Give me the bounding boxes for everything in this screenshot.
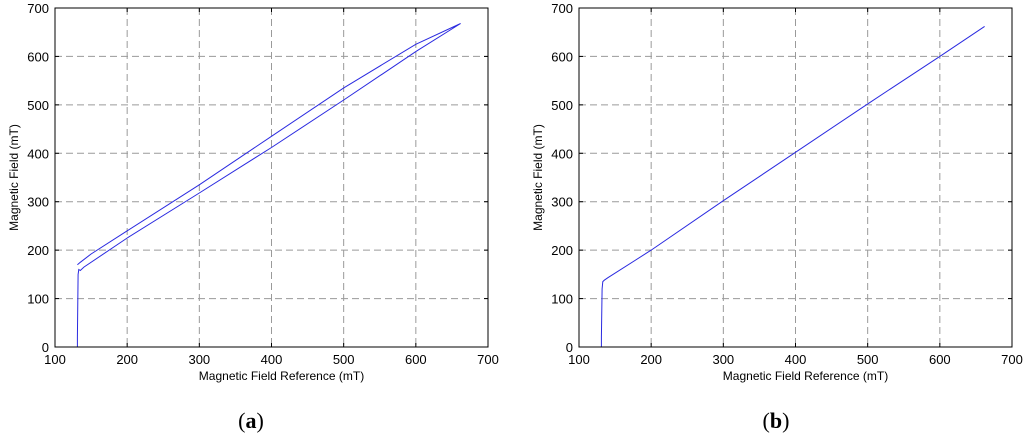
y-tick-label: 200 <box>551 243 573 258</box>
x-tick-label: 500 <box>857 352 879 367</box>
x-tick-label: 100 <box>568 352 590 367</box>
y-axis-label: Magnetic Field (mT) <box>7 124 21 231</box>
data-series-line <box>76 23 461 347</box>
x-tick-label: 700 <box>1001 352 1023 367</box>
panel-b: 100 200 300 400 500 600 7000100200300400500600… <box>531 1 1023 433</box>
y-tick-label: 0 <box>566 340 573 355</box>
x-tick-label: 100 <box>44 352 66 367</box>
caption-paren-open: ( <box>238 408 245 433</box>
x-tick-label: 200 <box>640 352 662 367</box>
y-tick-label: 200 <box>27 243 49 258</box>
y-tick-label: 300 <box>551 195 573 210</box>
y-tick-label: 300 <box>27 195 49 210</box>
plot-frame <box>54 7 489 348</box>
y-tick-label: 400 <box>27 146 49 161</box>
y-tick-label: 600 <box>27 49 49 64</box>
y-tick-label: 100 <box>27 292 49 307</box>
x-tick-label: 600 <box>405 352 427 367</box>
y-tick-label: 400 <box>551 146 573 161</box>
caption-paren-open: ( <box>763 408 770 433</box>
x-tick-label: 300 <box>188 352 210 367</box>
x-tick-label: 200 <box>116 352 138 367</box>
y-tick-label: 600 <box>551 49 573 64</box>
panel-caption: (a) <box>238 408 264 433</box>
y-tick-label: 0 <box>42 340 49 355</box>
caption-paren-close: ) <box>782 408 789 433</box>
caption-letter: a <box>246 408 257 433</box>
panel-a: 100 200 300 400 500 600 7000100200300400500600… <box>7 1 499 433</box>
y-tick-label: 100 <box>551 292 573 307</box>
x-axis-label: Magnetic Field Reference (mT) <box>723 369 888 383</box>
y-tick-label: 700 <box>551 1 573 16</box>
x-tick-label: 400 <box>261 352 283 367</box>
y-tick-label: 500 <box>27 98 49 113</box>
x-tick-label: 400 <box>785 352 807 367</box>
plot-frame <box>578 7 1013 348</box>
x-tick-label: 600 <box>929 352 951 367</box>
x-axis-label: Magnetic Field Reference (mT) <box>199 369 364 383</box>
caption-paren-close: ) <box>257 408 264 433</box>
x-tick-label: 700 <box>477 352 499 367</box>
y-tick-label: 500 <box>551 98 573 113</box>
y-axis-label: Magnetic Field (mT) <box>531 124 545 231</box>
x-tick-label: 300 <box>712 352 734 367</box>
y-tick-label: 700 <box>27 1 49 16</box>
panel-caption: (b) <box>763 408 790 433</box>
caption-letter: b <box>770 408 782 433</box>
data-series-line <box>600 25 985 347</box>
x-tick-label: 500 <box>333 352 355 367</box>
